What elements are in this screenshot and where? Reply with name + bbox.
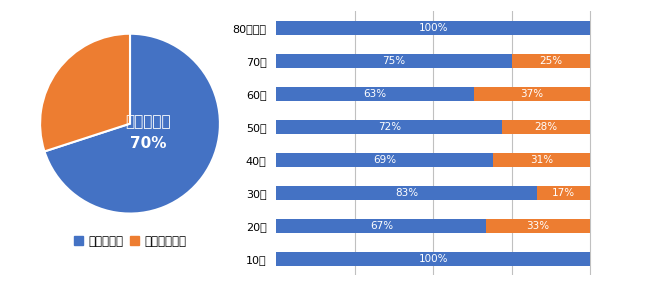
Text: 30%: 30% xyxy=(68,79,99,93)
Text: 75%: 75% xyxy=(382,56,406,66)
Legend: 知っていた, 知らなかった: 知っていた, 知らなかった xyxy=(69,230,191,253)
Text: 17%: 17% xyxy=(552,188,575,198)
Bar xyxy=(512,54,590,68)
Text: 69%: 69% xyxy=(373,155,396,165)
Bar xyxy=(474,87,590,101)
Text: 67%: 67% xyxy=(370,221,393,231)
Bar xyxy=(276,186,537,200)
Bar xyxy=(493,153,590,167)
Bar xyxy=(276,252,590,266)
Text: 63%: 63% xyxy=(363,89,387,99)
Bar xyxy=(276,219,486,233)
Bar xyxy=(276,120,502,134)
Text: 25%: 25% xyxy=(539,56,562,66)
Text: 31%: 31% xyxy=(530,155,553,165)
Text: 28%: 28% xyxy=(534,122,558,132)
Text: 100%: 100% xyxy=(419,254,448,264)
Text: 72%: 72% xyxy=(378,122,401,132)
Wedge shape xyxy=(40,34,130,151)
Bar xyxy=(276,21,590,35)
Text: 37%: 37% xyxy=(521,89,543,99)
Wedge shape xyxy=(44,34,220,214)
Text: 33%: 33% xyxy=(526,221,550,231)
Bar xyxy=(276,87,474,101)
Bar xyxy=(486,219,590,233)
Text: 83%: 83% xyxy=(395,188,418,198)
Bar xyxy=(502,120,590,134)
Text: 100%: 100% xyxy=(419,23,448,33)
Bar xyxy=(276,153,493,167)
Bar xyxy=(537,186,590,200)
Bar xyxy=(276,54,512,68)
Text: 知っていた
70%: 知っていた 70% xyxy=(125,115,171,151)
